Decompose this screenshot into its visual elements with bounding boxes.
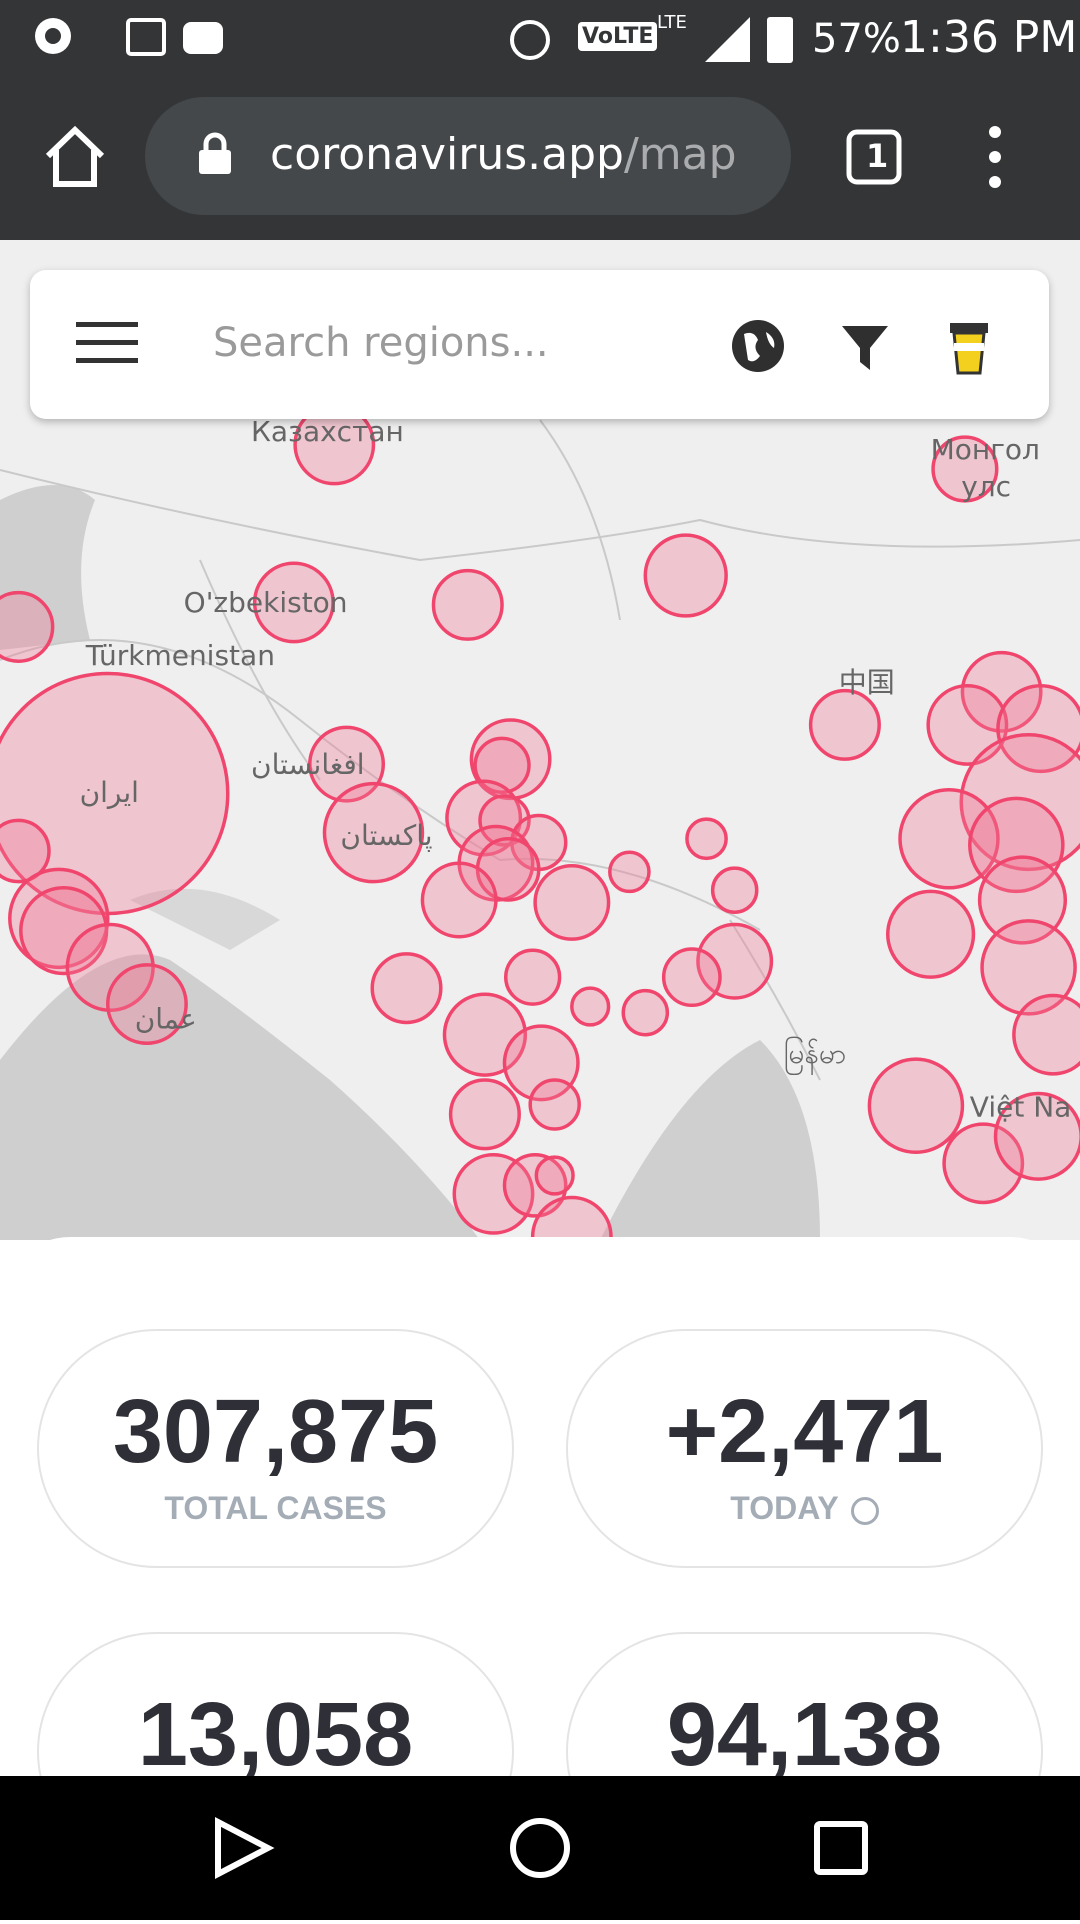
map-label: عمان — [135, 1003, 197, 1036]
case-circle — [0, 818, 51, 884]
home-nav-button[interactable] — [510, 1818, 570, 1878]
coffee-button[interactable] — [948, 317, 990, 377]
map-label: မြန်မာ — [784, 1035, 847, 1076]
map-label: улс — [961, 470, 1011, 503]
globe-button[interactable] — [730, 318, 786, 374]
map-label: افغانستان — [251, 748, 365, 781]
case-circle — [661, 947, 722, 1008]
status-bar: VoLTE LTE 57% 1:36 PM — [0, 0, 1080, 92]
case-circle — [942, 1122, 1025, 1205]
help-icon[interactable] — [850, 1496, 879, 1525]
tab-count: 1 — [866, 137, 889, 175]
case-circle — [808, 688, 881, 761]
map-label: ایران — [80, 776, 139, 809]
case-circle — [1012, 993, 1080, 1076]
case-circle — [608, 850, 651, 894]
battery-percent: 57% — [812, 16, 901, 62]
case-circle — [960, 650, 1043, 733]
stat-pill: +2,471 TODAY — [566, 1329, 1043, 1568]
map-label: Việt Na — [970, 1091, 1072, 1124]
case-circle — [931, 435, 999, 503]
case-circle — [370, 952, 443, 1025]
nav-buttons — [215, 1817, 868, 1879]
volte: VoLTE — [578, 22, 658, 51]
stat-pill: 94,138 — [566, 1632, 1043, 1871]
case-circle — [710, 866, 759, 914]
back-button[interactable] — [215, 1817, 275, 1879]
case-circle — [534, 1155, 575, 1196]
status-icons-right — [510, 17, 793, 63]
case-circle — [959, 732, 1080, 872]
lte: LTE — [657, 12, 687, 33]
stat-label: TODAY — [568, 1490, 1041, 1527]
case-circle — [308, 725, 386, 803]
case-circle — [448, 1078, 521, 1151]
case-circle — [867, 1057, 965, 1154]
case-circle — [977, 855, 1068, 945]
case-circle — [530, 1195, 613, 1240]
case-circle — [570, 986, 611, 1027]
case-circle — [322, 781, 425, 884]
tabs-button[interactable] — [845, 128, 905, 188]
case-circle — [106, 963, 188, 1046]
stat-pill: 307,875 TOTAL CASES — [37, 1329, 514, 1568]
hamburger-menu[interactable] — [76, 320, 138, 366]
status-icons — [35, 18, 223, 56]
filter-button[interactable] — [840, 322, 890, 372]
url-bar[interactable]: coronavirus.app/map — [145, 97, 791, 215]
case-circle — [502, 1152, 568, 1218]
case-circle — [886, 889, 976, 979]
case-circle — [65, 922, 155, 1012]
case-circle — [431, 568, 504, 641]
search-input[interactable]: Search regions... — [213, 320, 549, 366]
map-label: Монгол — [931, 433, 1040, 466]
stat-value: 94,138 — [666, 1685, 943, 1785]
map-label: O'zbekiston — [184, 586, 348, 619]
stat-value: 13,058 — [137, 1685, 414, 1785]
case-circle — [696, 922, 774, 1000]
case-circle — [621, 988, 670, 1037]
case-circle — [926, 683, 1009, 766]
case-circle — [643, 533, 728, 618]
clock: 1:36 PM — [900, 12, 1078, 63]
case-circle — [0, 590, 55, 663]
home-button[interactable] — [40, 122, 110, 192]
stats-sheet — [0, 1237, 1080, 1777]
case-circle — [19, 886, 109, 976]
stat-value: +2,471 — [665, 1382, 944, 1482]
menu-button[interactable] — [980, 122, 1010, 192]
case-circle — [685, 817, 728, 861]
case-circle — [993, 1091, 1080, 1181]
case-circle — [980, 919, 1077, 1016]
map-label: Türkmenistan — [85, 639, 275, 672]
case-circle — [420, 861, 498, 939]
search-card: Search regions... — [30, 270, 1049, 419]
case-circle — [445, 779, 523, 857]
case-circle — [533, 863, 611, 941]
map-label: Казахстан — [251, 415, 404, 448]
nav-bar — [0, 1776, 1080, 1920]
case-circle — [503, 948, 562, 1006]
case-circle — [528, 1078, 581, 1131]
recents-button[interactable] — [814, 1821, 868, 1875]
stat-label: TOTAL CASES — [164, 1490, 387, 1526]
url-host: coronavirus.app — [270, 129, 624, 180]
case-circle — [473, 736, 531, 794]
url-path: /map — [623, 129, 737, 180]
case-circle — [452, 1152, 535, 1235]
case-circle — [996, 683, 1080, 774]
map-label: پاکستان — [340, 819, 432, 852]
map-label: 中国 — [839, 666, 895, 699]
case-circle — [252, 561, 335, 644]
lock-icon — [199, 132, 231, 174]
stat-value: 307,875 — [112, 1382, 439, 1482]
stat-pill: 13,058 — [37, 1632, 514, 1871]
